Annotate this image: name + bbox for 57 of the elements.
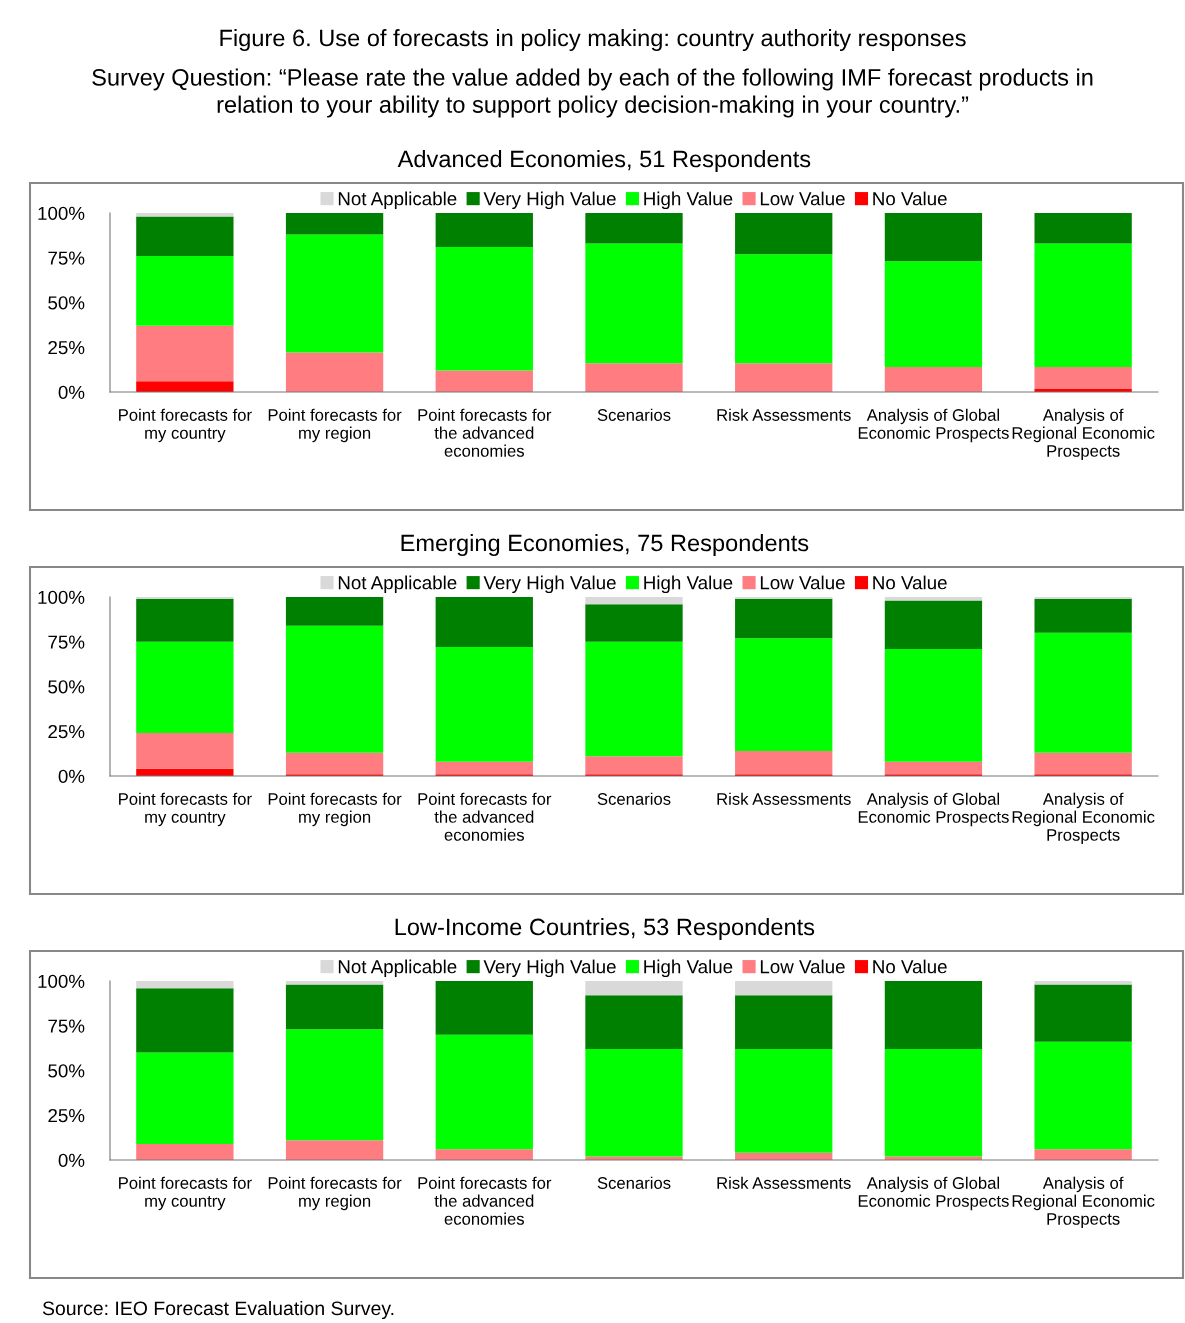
- y-tick-label: 0%: [58, 385, 85, 399]
- legend-label: Very High Value: [483, 191, 616, 210]
- x-tick-label: Analysis of Regional Economic Prospects: [1012, 1176, 1155, 1229]
- legend-label: Low Value: [760, 575, 845, 590]
- legend-label: Low Value: [760, 959, 845, 974]
- legend-label: Low Value: [760, 191, 845, 206]
- x-tick-label: Scenarios: [597, 792, 671, 805]
- x-tick-label: Analysis of Regional Economic Prospects: [1012, 792, 1155, 845]
- x-tick-label: Analysis of Global Economic Prospects: [858, 792, 1009, 827]
- x-tick-label: Point forecasts for my region: [268, 408, 402, 443]
- legend-label: High Value: [644, 959, 733, 978]
- x-tick-label: Point forecasts for the advanced economies: [418, 1176, 552, 1225]
- y-tick-label: 50%: [48, 1064, 85, 1078]
- text: Survey Question: “Please rate the value added by each of the following IMF forecast products in relation to your ability to support policy decision-making in your country.”: [92, 68, 1093, 118]
- x-tick-label: Point forecasts for my region: [268, 1176, 402, 1211]
- x-tick-label: Analysis of Global Economic Prospects: [858, 408, 1009, 443]
- x-tick-label: Scenarios: [597, 1176, 671, 1189]
- chart-title: Low-Income Countries, 53 Respondents: [395, 918, 815, 941]
- legend-label: High Value: [644, 575, 733, 594]
- legend-label: Very High Value: [483, 575, 616, 594]
- x-tick-label: Risk Assessments: [717, 792, 851, 805]
- y-tick-label: 0%: [58, 769, 85, 783]
- legend-label: Not Applicable: [338, 959, 457, 978]
- y-tick-label: 100%: [38, 206, 85, 220]
- x-tick-label: Point forecasts for the advanced economies: [418, 792, 552, 841]
- y-tick-label: 75%: [48, 1019, 85, 1033]
- y-tick-label: 25%: [48, 724, 85, 739]
- legend-label: No Value: [873, 959, 947, 974]
- x-tick-label: Analysis of Global Economic Prospects: [858, 1176, 1009, 1211]
- x-tick-label: Risk Assessments: [717, 1176, 851, 1189]
- chart-title: Advanced Economies, 51 Respondents: [397, 150, 811, 173]
- x-tick-label: Analysis of Regional Economic Prospects: [1012, 408, 1155, 461]
- legend-label: Not Applicable: [338, 191, 457, 210]
- y-tick-label: 75%: [48, 635, 85, 649]
- y-tick-label: 100%: [38, 590, 85, 604]
- y-tick-label: 75%: [48, 251, 85, 265]
- legend-label: High Value: [644, 191, 733, 210]
- y-tick-label: 0%: [58, 1153, 85, 1167]
- legend-label: Not Applicable: [338, 575, 457, 594]
- legend-label: No Value: [873, 575, 947, 590]
- y-tick-label: 25%: [48, 340, 85, 355]
- chart-title: Emerging Economies, 75 Respondents: [401, 533, 809, 556]
- x-tick-label: Point forecasts for the advanced economies: [418, 408, 552, 457]
- source-note: Source: IEO Forecast Evaluation Survey.: [42, 1300, 394, 1320]
- x-tick-label: Point forecasts for my region: [268, 792, 402, 827]
- y-tick-label: 50%: [48, 680, 85, 694]
- x-tick-label: Scenarios: [597, 408, 671, 421]
- legend-label: No Value: [873, 191, 947, 206]
- y-tick-label: 100%: [38, 974, 85, 988]
- x-tick-label: Risk Assessments: [717, 408, 851, 421]
- legend-label: Very High Value: [483, 959, 616, 978]
- x-tick-label: Point forecasts for my country: [119, 1176, 252, 1211]
- x-tick-label: Point forecasts for my country: [119, 792, 252, 827]
- text: Figure 6. Use of forecasts in policy making: country authority responses: [220, 29, 966, 52]
- y-tick-label: 50%: [48, 296, 85, 310]
- x-tick-label: Point forecasts for my country: [119, 408, 252, 443]
- y-tick-label: 25%: [48, 1108, 85, 1123]
